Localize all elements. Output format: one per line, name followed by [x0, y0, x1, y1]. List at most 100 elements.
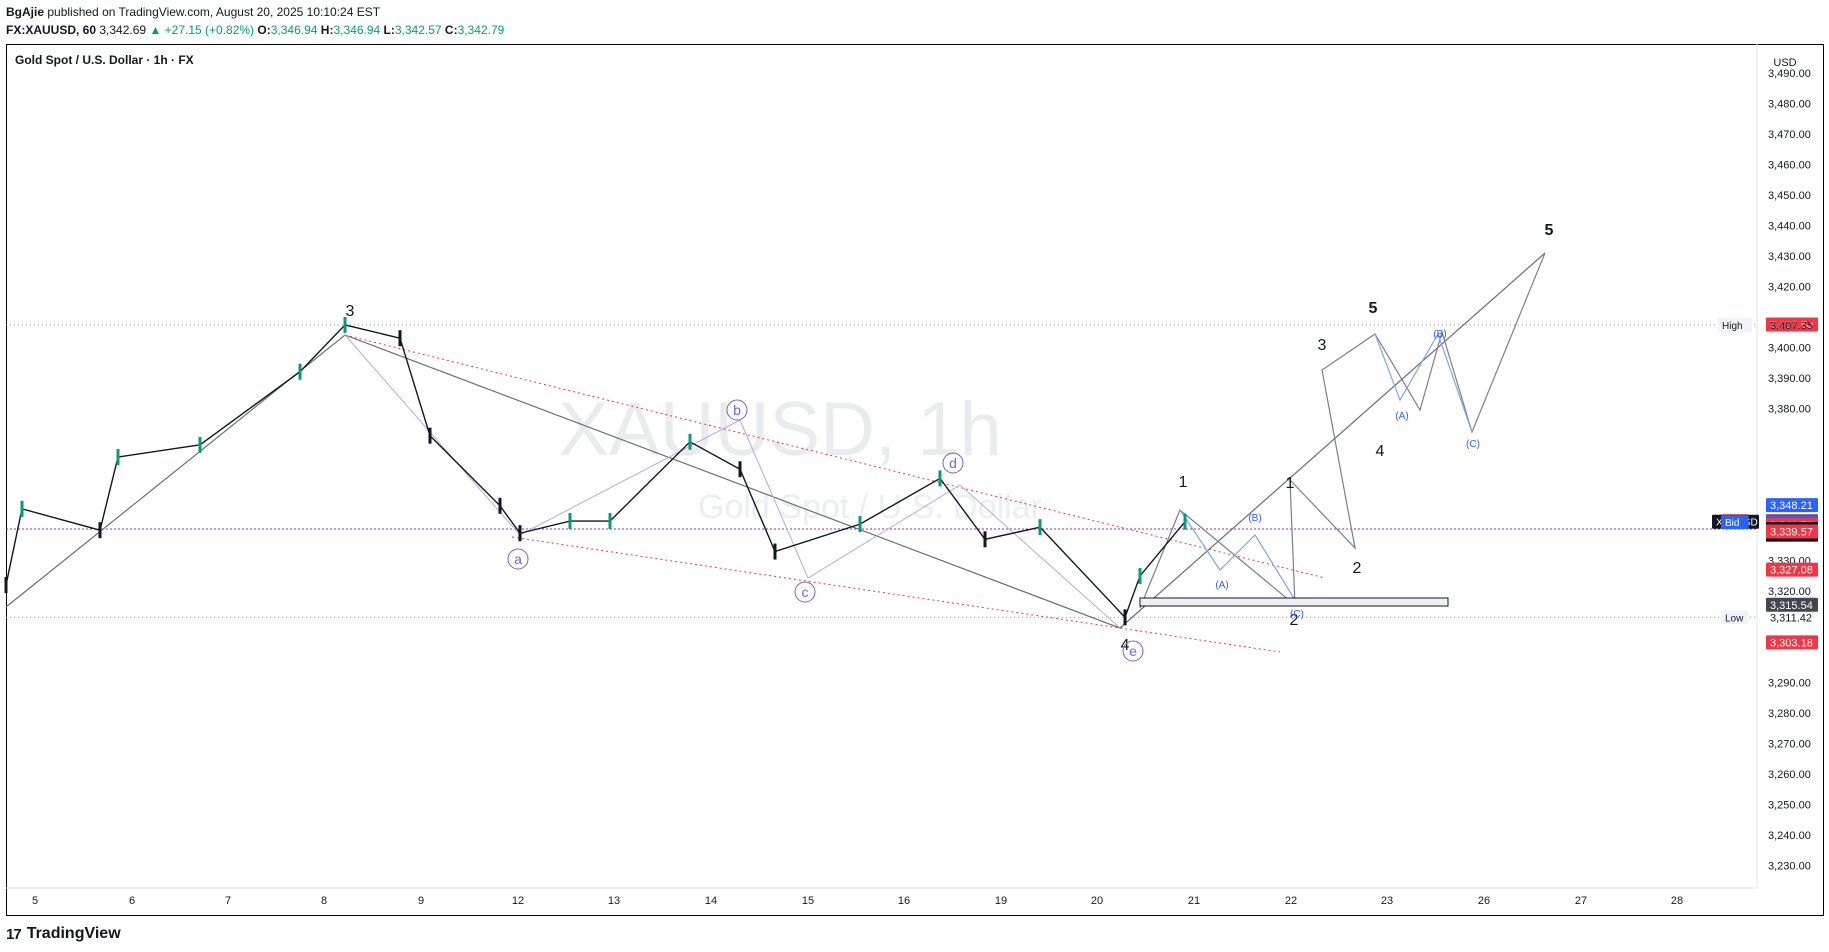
price-candle	[343, 316, 347, 333]
price-candle	[1123, 609, 1127, 626]
price-candle	[1038, 519, 1042, 536]
y-tick-label: 3,260.00	[1768, 769, 1811, 781]
chart-frame	[6, 44, 1824, 916]
publisher-name[interactable]: BgAjie	[6, 5, 45, 19]
price-candle	[20, 500, 24, 517]
open-value: 3,346.94	[270, 23, 318, 37]
price-label-text: 3,407.50	[1770, 319, 1813, 331]
price-label-text: 3,303.18	[1770, 637, 1813, 649]
wave-circle-label: b	[733, 402, 741, 418]
price-candle	[116, 449, 120, 466]
price-label-text: 3,339.57	[1770, 527, 1813, 539]
wave-circle-marker	[794, 581, 816, 603]
x-tick-label: 21	[1188, 895, 1200, 907]
symbol-line: FX:XAUUSD, 60 3,342.69 ▲ +27.15 (+0.82%)…	[6, 21, 504, 39]
y-tick-label: 3,400.00	[1768, 342, 1811, 354]
wave-label: 5	[1545, 222, 1554, 239]
price-label-bg	[1766, 524, 1818, 539]
chart-title: Gold Spot / U.S. Dollar · 1h · FX	[15, 53, 194, 67]
published-text: published on TradingView.com, August 20,…	[47, 5, 381, 19]
price-label-tag-bg	[1721, 515, 1749, 530]
price-label-text: 3,311.42	[1770, 612, 1812, 624]
wave-circle-label: d	[949, 455, 957, 471]
price-candle	[738, 461, 742, 478]
price-candle	[498, 497, 502, 514]
x-tick-label: 22	[1285, 895, 1297, 907]
wave-blue-label: (C)	[1466, 439, 1480, 450]
price-label-text: 3,315.54	[1770, 600, 1813, 612]
tradingview-mark-icon: 17	[6, 925, 22, 943]
price-candle	[983, 531, 987, 548]
wave-label: 3	[1318, 337, 1327, 354]
y-tick-label: 3,420.00	[1768, 281, 1811, 293]
open-label: O:	[257, 23, 271, 37]
price-candle	[1183, 513, 1187, 530]
watermark-name: Gold Spot / U.S. Dollar	[698, 488, 1042, 526]
price-label-tag: Low	[1725, 613, 1744, 624]
x-tick-label: 7	[225, 895, 231, 907]
wave-circle-label: e	[1129, 643, 1137, 659]
y-tick-label: 3,280.00	[1768, 708, 1811, 720]
y-tick-label: 3,250.00	[1768, 800, 1811, 812]
wave-blue-label: (A)	[1395, 411, 1408, 422]
projection-abc-blue-2	[1374, 332, 1473, 433]
price-candle	[398, 330, 402, 347]
wave-circle-label: c	[802, 584, 809, 600]
y-tick-label: 3,380.00	[1768, 403, 1811, 415]
x-tick-label: 19	[995, 895, 1007, 907]
y-tick-label: 3,470.00	[1768, 129, 1811, 141]
price-candle	[518, 525, 522, 542]
price-label-bg	[1766, 635, 1818, 650]
price-candle	[858, 516, 862, 533]
wave-label: 5	[1369, 300, 1378, 317]
x-tick-label: 28	[1671, 895, 1683, 907]
price-label-bg	[1766, 562, 1818, 577]
x-tick-label: 13	[608, 895, 620, 907]
price-label-text: 3,327.08	[1770, 565, 1813, 577]
y-tick-label: 3,480.00	[1768, 98, 1811, 110]
x-tick-label: 12	[512, 895, 524, 907]
y-tick-label: 3,270.00	[1768, 739, 1811, 751]
high-value: 3,346.94	[333, 23, 381, 37]
tradingview-brand: TradingView	[26, 925, 121, 942]
wave-trendline	[5, 252, 1546, 629]
price-candle	[98, 522, 102, 539]
wave-label: 2	[1290, 612, 1299, 629]
x-tick-label: 5	[32, 895, 38, 907]
price-label-tag-bg	[1718, 317, 1752, 332]
x-tick-label: 26	[1478, 895, 1490, 907]
price-candle	[298, 363, 302, 380]
price-candle	[1138, 567, 1142, 584]
wave-circle-label: a	[514, 551, 522, 567]
wave-blue-label: (B)	[1433, 329, 1446, 340]
y-tick-label: 3,390.00	[1768, 373, 1811, 385]
consolidation-box	[1139, 597, 1449, 607]
y-tick-label: 3,460.00	[1768, 159, 1811, 171]
price-label-tag: Bid	[1725, 518, 1739, 529]
currency-label: USD	[1773, 57, 1796, 69]
x-tick-label: 6	[129, 895, 135, 907]
wave-label: 3	[346, 303, 355, 320]
wave-circle-marker	[1122, 640, 1144, 662]
tradingview-logo[interactable]: 17 TradingView	[6, 925, 121, 943]
wave-label: 1	[1286, 475, 1295, 492]
publish-line: BgAjie published on TradingView.com, Aug…	[6, 3, 504, 21]
publish-header: BgAjie published on TradingView.com, Aug…	[6, 3, 504, 39]
x-tick-label: 9	[418, 895, 424, 907]
wave-label: 4	[1376, 443, 1385, 460]
x-tick-label: 15	[802, 895, 814, 907]
y-tick-label: 3,490.00	[1768, 68, 1811, 80]
price-label-tag: High	[1722, 321, 1743, 332]
price-label-bg	[1766, 597, 1818, 612]
price-candle	[938, 470, 942, 487]
x-tick-label: 23	[1381, 895, 1393, 907]
price-candle	[198, 436, 202, 453]
wave-label: 1	[1179, 474, 1188, 491]
projection-zigzag	[1139, 252, 1546, 609]
wave-blue-label: (B)	[1248, 513, 1261, 524]
close-value: 3,342.79	[457, 23, 505, 37]
x-tick-label: 20	[1091, 895, 1103, 907]
wave-circle-marker	[726, 399, 748, 421]
price-candle	[608, 513, 612, 530]
